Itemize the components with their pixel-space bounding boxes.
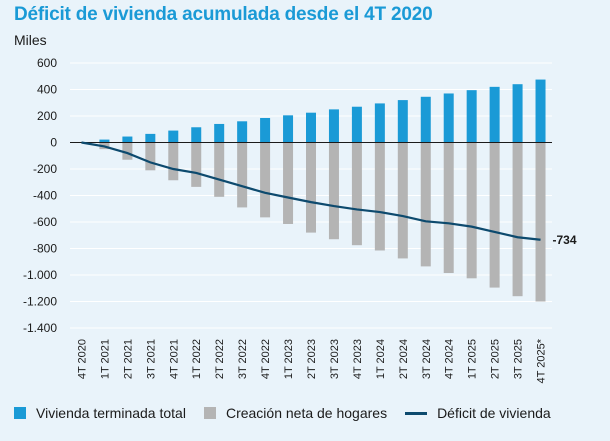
bar-vivienda-terminada	[466, 90, 477, 143]
y-tick-label: 600	[37, 56, 57, 70]
x-tick-label: 4T 2023	[352, 339, 364, 379]
bar-vivienda-terminada	[420, 96, 431, 143]
bar-creacion-hogares	[443, 142, 454, 274]
last-value-label: -734	[553, 233, 577, 247]
legend-swatch-grey	[203, 407, 216, 419]
bar-vivienda-terminada	[99, 139, 110, 143]
x-tick-label: 3T 2025	[513, 339, 525, 379]
bar-vivienda-terminada	[397, 100, 408, 143]
legend-swatch-blue	[14, 407, 26, 419]
bar-creacion-hogares	[283, 142, 294, 224]
bar-vivienda-terminada	[145, 133, 156, 143]
y-tick-label: 0	[50, 136, 57, 150]
bar-creacion-hogares	[214, 142, 225, 197]
bars-vivienda-terminada	[99, 79, 546, 143]
bar-creacion-hogares	[191, 142, 202, 187]
y-tick-label: -1.400	[23, 321, 57, 335]
bar-vivienda-terminada	[443, 93, 454, 143]
bar-creacion-hogares	[122, 142, 133, 160]
x-tick-label: 2T 2021	[122, 339, 134, 379]
x-tick-label: 4T 2024	[444, 339, 456, 379]
x-tick-labels: 4T 2020 1T 2021 2T 2021 3T 2021 4T 2021 1T 20…	[76, 338, 547, 383]
bar-vivienda-terminada	[191, 127, 202, 143]
bar-vivienda-terminada	[306, 112, 316, 143]
bar-vivienda-terminada	[489, 86, 500, 143]
bar-creacion-hogares	[328, 142, 339, 240]
x-tick-label: 3T 2023	[329, 339, 341, 379]
x-tick-label: 4T 2022	[260, 339, 272, 379]
bar-vivienda-terminada	[512, 84, 523, 143]
bar-vivienda-terminada	[237, 121, 248, 143]
x-tick-label: 1T 2025	[467, 339, 479, 379]
legend-item-vivienda: Vivienda terminada total	[14, 405, 186, 421]
bar-vivienda-terminada	[260, 117, 271, 143]
x-tick-label: 1T 2022	[191, 339, 203, 379]
bar-creacion-hogares	[351, 142, 362, 246]
bar-creacion-hogares	[168, 142, 179, 181]
y-axis-unit: Miles	[14, 32, 47, 48]
x-tick-label: 1T 2024	[375, 339, 387, 379]
x-tick-label: 3T 2021	[145, 339, 157, 379]
x-tick-label: 2T 2024	[398, 339, 410, 379]
x-tick-label: 1T 2023	[283, 339, 295, 379]
y-tick-label: -600	[33, 215, 57, 229]
bar-creacion-hogares	[397, 142, 408, 259]
bar-vivienda-terminada	[328, 109, 339, 143]
legend-swatch-line	[405, 411, 428, 415]
x-tick-label: 2T 2023	[306, 339, 318, 379]
bar-creacion-hogares	[535, 142, 546, 302]
legend-item-hogares: Creación neta de hogares	[203, 405, 388, 421]
bar-creacion-hogares	[374, 142, 385, 251]
y-tick-label: -1.200	[23, 295, 57, 309]
legend-item-deficit: Déficit de vivienda	[405, 405, 551, 421]
y-tick-label: -200	[33, 162, 57, 176]
x-tick-label: 2T 2025	[490, 339, 502, 379]
y-tick-labels: 600 400 200 0 -200 -400 -600 -800 -1.000 -1.200 -1…	[23, 56, 57, 335]
y-tick-label: -400	[33, 189, 57, 203]
bar-creacion-hogares	[145, 142, 156, 171]
x-tick-label: 1T 2021	[99, 339, 111, 379]
bar-creacion-hogares	[489, 142, 500, 288]
y-tick-label: 400	[37, 83, 57, 97]
x-tick-label: 4T 2025*	[536, 338, 548, 383]
y-tick-label: 200	[37, 109, 57, 123]
bar-vivienda-terminada	[122, 136, 133, 143]
bar-vivienda-terminada	[214, 123, 225, 143]
x-tick-label: 3T 2024	[421, 339, 433, 379]
deficit-line	[81, 141, 541, 241]
x-tick-label: 4T 2021	[168, 339, 180, 379]
bar-vivienda-terminada	[374, 103, 385, 143]
bar-creacion-hogares	[512, 142, 523, 297]
x-tick-label: 4T 2020	[76, 339, 88, 379]
legend: Vivienda terminada total Creación neta d…	[14, 405, 604, 421]
bar-creacion-hogares	[466, 142, 477, 279]
bar-vivienda-terminada	[168, 130, 179, 143]
y-tick-label: -800	[33, 242, 57, 256]
bar-vivienda-terminada	[283, 115, 294, 143]
bar-vivienda-terminada	[535, 79, 546, 143]
chart-title: Déficit de vivienda acumulada desde el 4…	[14, 4, 433, 25]
bar-creacion-hogares	[420, 142, 431, 267]
bar-creacion-hogares	[306, 142, 316, 233]
bar-creacion-hogares	[237, 142, 248, 208]
x-tick-label: 3T 2022	[237, 339, 249, 379]
bar-creacion-hogares	[260, 142, 271, 218]
bar-vivienda-terminada	[351, 106, 362, 143]
legend-label-deficit: Déficit de vivienda	[437, 405, 551, 421]
legend-label-vivienda: Vivienda terminada total	[36, 405, 186, 421]
x-tick-label: 2T 2022	[214, 339, 226, 379]
legend-label-hogares: Creación neta de hogares	[225, 405, 388, 421]
y-tick-label: -1.000	[23, 268, 57, 282]
bars-creacion-hogares	[99, 142, 546, 302]
